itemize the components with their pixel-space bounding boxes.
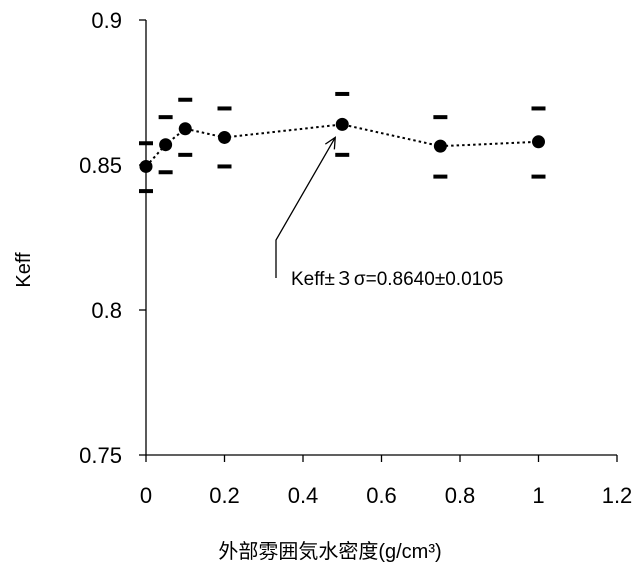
- x-tick-label: 0: [140, 483, 152, 508]
- annotation-arrow: [275, 137, 336, 278]
- y-ticks: 0.75 0.8 0.85 0.9: [79, 8, 146, 468]
- data-point: [335, 117, 349, 131]
- x-ticks: 0 0.2 0.4 0.6 0.8 1 1.2: [140, 455, 632, 508]
- x-tick-label: 1.2: [602, 483, 633, 508]
- data-point: [532, 135, 545, 149]
- data-point: [159, 138, 173, 152]
- annotation-arrowhead: [324, 136, 336, 150]
- y-tick-label: 0.85: [79, 153, 122, 178]
- annotation-text: Keff±３σ=0.8640±0.0105: [291, 269, 503, 290]
- y-tick-label: 0.8: [91, 298, 122, 323]
- data-point: [178, 122, 192, 136]
- data-point: [139, 159, 153, 173]
- error-markers: [139, 91, 546, 194]
- y-tick-label: 0.9: [91, 8, 122, 33]
- y-axis-label: Keff: [13, 252, 35, 288]
- x-tick-label: 0.6: [366, 483, 397, 508]
- x-tick-label: 0.2: [209, 483, 240, 508]
- x-tick-label: 1: [532, 483, 544, 508]
- data-point: [433, 139, 447, 153]
- x-tick-label: 0.8: [445, 483, 476, 508]
- data-point: [218, 130, 231, 144]
- x-axis-label: 外部雰囲気水密度(g/cm³): [218, 540, 441, 563]
- x-tick-label: 0.4: [288, 483, 319, 508]
- y-tick-label: 0.75: [79, 443, 122, 468]
- data-points: [139, 117, 545, 173]
